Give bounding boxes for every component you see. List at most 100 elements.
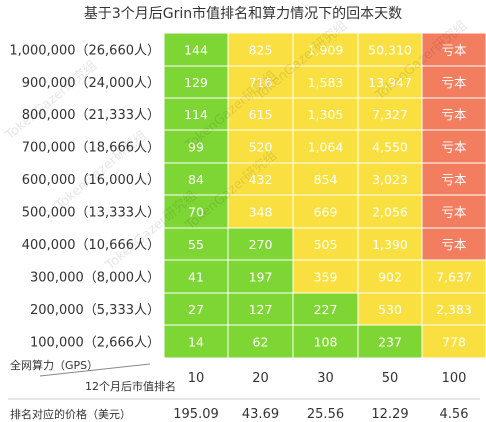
cell-value: 亏本 <box>441 75 467 90</box>
heatmap-cell <box>227 65 294 99</box>
cell-value: 13,947 <box>368 75 412 90</box>
price-value: 43.69 <box>242 407 279 422</box>
row-label: 300,000（8,000人） <box>30 271 160 286</box>
cell-value: 1,909 <box>308 43 344 58</box>
heatmap-cell <box>421 324 486 359</box>
price-value: 195.09 <box>173 407 219 422</box>
heatmap-cell <box>421 129 486 164</box>
cell-value: 亏本 <box>441 205 467 220</box>
cell-value: 27 <box>188 302 204 317</box>
row-label: 200,000（5,333人） <box>30 303 160 318</box>
cell-value: 41 <box>188 270 204 285</box>
cell-value: 1,305 <box>308 107 344 122</box>
heatmap-cell <box>357 259 423 294</box>
heatmap-cell <box>227 129 294 164</box>
cell-value: 854 <box>314 172 338 187</box>
row-label: 600,000（16,000人） <box>22 173 160 188</box>
cell-value: 1,390 <box>372 237 408 252</box>
heatmap-cell <box>227 194 294 229</box>
cell-value: 825 <box>249 43 273 58</box>
row-axis-label: 全网算力（GPS） <box>10 358 98 372</box>
heatmap-cell <box>227 97 294 131</box>
cell-value: 1,583 <box>308 75 344 90</box>
cell-value: 7,327 <box>372 107 408 122</box>
heatmap-cell <box>227 292 294 326</box>
heatmap-cell <box>292 227 359 261</box>
heatmap-cell <box>163 129 229 164</box>
row-labels: 1,000,000（26,660人） 900,000（24,000人） 800,00… <box>9 44 160 351</box>
cell-value: 70 <box>188 205 204 220</box>
row-label: 700,000（18,666人） <box>22 141 160 156</box>
cell-value: 亏本 <box>441 107 467 122</box>
cell-value: 2,056 <box>372 205 408 220</box>
cell-value: 亏本 <box>441 172 467 187</box>
cell-value: 亏本 <box>441 43 467 58</box>
cell-value: 530 <box>378 302 402 317</box>
row-label: 500,000（13,333人） <box>22 206 160 221</box>
row-label: 800,000（21,333人） <box>22 108 160 123</box>
cell-value: 99 <box>188 140 204 155</box>
price-label: 排名对应的价格（美元） <box>10 407 131 421</box>
cell-value: 4,550 <box>372 140 408 155</box>
cell-value: 270 <box>249 237 273 252</box>
watermark-text: TokenGazer研究组 <box>2 58 100 144</box>
column-label: 30 <box>317 371 334 386</box>
column-label: 20 <box>252 371 269 386</box>
cell-value: 348 <box>249 205 273 220</box>
heatmap-cell <box>357 292 423 326</box>
heatmap-cell <box>421 292 486 326</box>
heatmap-cell <box>292 292 359 326</box>
price-value: 12.29 <box>371 407 408 422</box>
column-label: 50 <box>382 371 399 386</box>
cell-value: 778 <box>442 335 466 350</box>
heatmap-cell <box>163 324 229 359</box>
cell-value: 520 <box>249 140 273 155</box>
heatmap-cell <box>421 162 486 196</box>
cell-value: 505 <box>314 237 338 252</box>
cell-value: 14 <box>188 335 204 350</box>
cell-value: 127 <box>249 302 273 317</box>
row-label: 1,000,000（26,660人） <box>9 44 160 59</box>
bottom-area: 全网算力（GPS） 12个月后市值排名 10 20 30 50 100 排名对应的价格（美元）… <box>8 358 480 422</box>
heatmap-cells: 144 825 1,909 50,310 亏本 129 716 1,583 13,947 亏本 11… <box>163 32 486 359</box>
heatmap-cell <box>292 324 359 359</box>
cell-value: 615 <box>249 107 273 122</box>
cell-value: 197 <box>249 270 273 285</box>
heatmap-cell <box>292 129 359 164</box>
heatmap-cell <box>357 162 423 196</box>
cell-value: 55 <box>188 237 204 252</box>
column-label: 10 <box>188 371 205 386</box>
heatmap-cell <box>292 259 359 294</box>
heatmap-cell <box>421 65 486 99</box>
cell-value: 902 <box>378 270 402 285</box>
cell-value: 7,637 <box>436 270 472 285</box>
cell-value: 108 <box>314 335 338 350</box>
price-value: 25.56 <box>307 407 344 422</box>
heatmap-cell <box>227 162 294 196</box>
heatmap-cell <box>357 32 423 67</box>
col-axis-label: 12个月后市值排名 <box>85 379 176 393</box>
cell-value: 亏本 <box>441 237 467 252</box>
cell-value: 144 <box>184 43 208 58</box>
price-value: 4.56 <box>440 407 469 422</box>
cell-value: 359 <box>314 270 338 285</box>
heatmap-cell <box>421 194 486 229</box>
cell-value: 亏本 <box>441 140 467 155</box>
cell-value: 3,023 <box>372 172 408 187</box>
heatmap-cell <box>357 129 423 164</box>
cell-value: 114 <box>184 107 208 122</box>
cell-value: 716 <box>249 75 273 90</box>
heatmap-cell <box>421 227 486 261</box>
cell-value: 1,064 <box>308 140 344 155</box>
heatmap-cell <box>163 97 229 131</box>
cell-value: 84 <box>188 172 204 187</box>
cell-value: 62 <box>253 335 269 350</box>
cell-value: 2,383 <box>436 302 472 317</box>
heatmap-cell <box>357 227 423 261</box>
cell-value: 129 <box>184 75 208 90</box>
cell-value: 237 <box>378 335 402 350</box>
heatmap-cell <box>357 194 423 229</box>
row-label: 400,000（10,666人） <box>22 238 160 253</box>
cell-value: 227 <box>314 302 338 317</box>
